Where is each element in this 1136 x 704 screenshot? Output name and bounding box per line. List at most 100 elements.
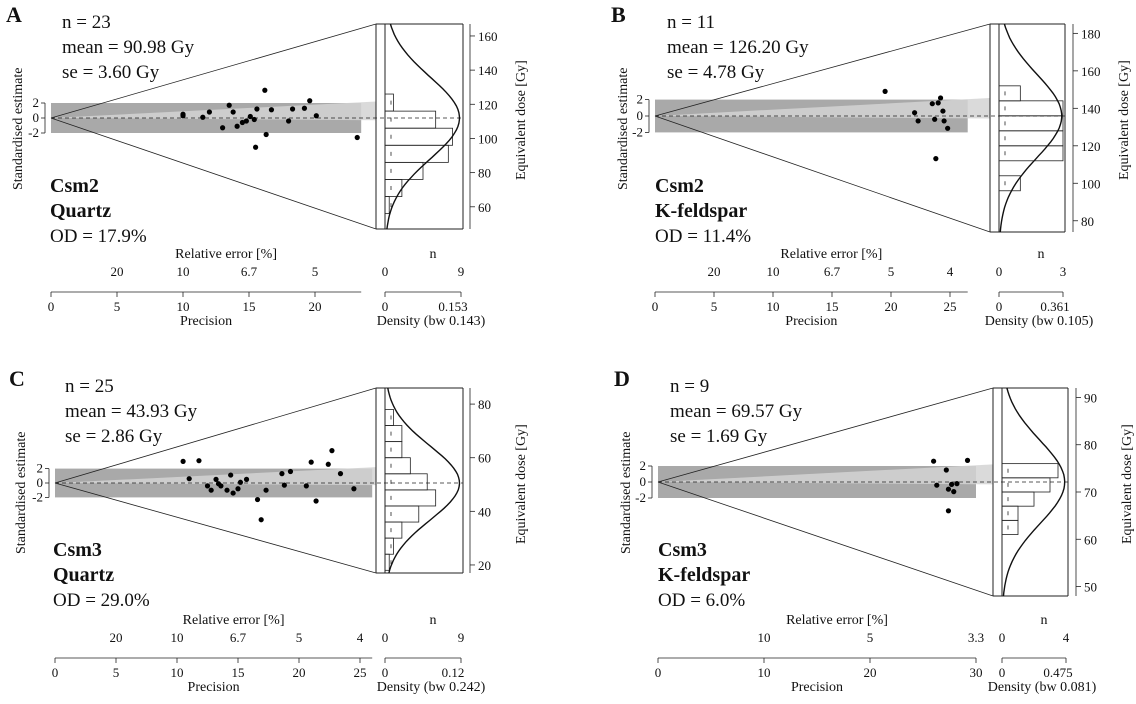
y-axis-label: Standardised estimate xyxy=(619,432,634,554)
data-point xyxy=(213,476,219,482)
data-point xyxy=(964,457,971,463)
data-point xyxy=(208,487,214,493)
dose-axis-label: Equivalent dose [Gy] xyxy=(1120,424,1135,544)
upper-wedge-line xyxy=(54,387,377,484)
dose-tick-label: 140 xyxy=(478,63,498,78)
precision-tick-label: 10 xyxy=(767,299,780,314)
y-tick-label: -2 xyxy=(632,124,643,139)
data-point xyxy=(237,479,244,485)
data-point xyxy=(235,486,241,492)
stat-n: n = 23 xyxy=(62,12,111,33)
dose-tick-label: 80 xyxy=(1081,214,1094,229)
data-point xyxy=(263,131,269,138)
data-point xyxy=(251,116,257,123)
stat-mean: mean = 43.93 Gy xyxy=(65,401,198,422)
dose-tick-label: 70 xyxy=(1084,485,1097,500)
relative-error-tick: 20 xyxy=(111,264,124,279)
data-point xyxy=(220,125,226,131)
data-point xyxy=(308,459,314,465)
data-point xyxy=(263,487,269,493)
data-point xyxy=(945,508,952,514)
data-point xyxy=(301,105,308,111)
data-point xyxy=(337,471,344,477)
precision-label: Precision xyxy=(791,680,843,695)
data-point xyxy=(254,496,261,503)
density-tick-label: 0.153 xyxy=(438,299,467,314)
n-axis-label: n xyxy=(430,613,437,628)
data-point xyxy=(932,116,938,122)
stat-mean: mean = 126.20 Gy xyxy=(667,37,809,58)
y-tick-label: 2 xyxy=(33,95,40,110)
relative-error-tick: 10 xyxy=(177,264,190,279)
histogram-bar xyxy=(384,196,390,215)
data-point xyxy=(912,110,918,116)
histogram-bar xyxy=(998,85,1021,102)
histogram-bar xyxy=(384,441,403,459)
lower-wedge-line xyxy=(54,482,377,574)
data-point xyxy=(945,125,951,131)
stat-n: n = 25 xyxy=(65,376,114,397)
data-point xyxy=(289,106,296,112)
mean-band xyxy=(51,101,376,121)
density-label: Density (bw 0.105) xyxy=(985,314,1094,329)
histogram-bar xyxy=(1001,519,1019,535)
histogram-bar xyxy=(998,100,1064,117)
data-point xyxy=(279,471,285,477)
data-point xyxy=(180,458,186,464)
data-point xyxy=(287,468,294,475)
data-point xyxy=(247,113,253,120)
histogram-bar xyxy=(1001,463,1059,479)
histogram-bar xyxy=(384,93,394,112)
data-point xyxy=(226,102,232,108)
precision-tick-label: 10 xyxy=(177,299,190,314)
dose-tick-label: 60 xyxy=(478,200,491,215)
data-point xyxy=(941,118,947,124)
precision-label: Precision xyxy=(785,314,837,329)
n-tick: 4 xyxy=(1063,630,1070,645)
data-point xyxy=(230,109,236,115)
relative-error-tick: 20 xyxy=(110,630,123,645)
relative-error-tick: 4 xyxy=(947,264,954,279)
n-axis-label: n xyxy=(430,247,437,262)
lower-wedge-line xyxy=(654,115,991,233)
histogram-bar xyxy=(384,457,411,475)
y-tick-label: 0 xyxy=(640,474,647,489)
density-tick-label: 0.361 xyxy=(1040,299,1069,314)
stat-n: n = 9 xyxy=(670,376,709,397)
relative-error-tick: 20 xyxy=(708,264,721,279)
n-tick: 0 xyxy=(382,630,389,645)
n-tick: 9 xyxy=(458,264,465,279)
density-curve xyxy=(387,387,461,574)
data-point xyxy=(937,95,944,101)
relative-error-tick: 6.7 xyxy=(824,264,841,279)
density-tick-label: 0 xyxy=(382,665,389,680)
data-point xyxy=(228,472,234,478)
histogram-bar xyxy=(384,127,453,146)
mean-band xyxy=(658,464,993,485)
histogram-bar xyxy=(384,110,437,129)
precision-tick-label: 0 xyxy=(655,665,662,680)
data-point xyxy=(935,100,941,106)
data-point xyxy=(204,483,211,489)
dose-tick-label: 120 xyxy=(1081,139,1101,154)
overdispersion: OD = 6.0% xyxy=(658,590,745,611)
relative-error-tick: 4 xyxy=(357,630,364,645)
y-tick-label: -2 xyxy=(28,125,39,140)
histogram-bar xyxy=(998,115,1064,132)
data-point xyxy=(954,481,960,487)
stat-mean: mean = 69.57 Gy xyxy=(670,401,803,422)
precision-tick-label: 25 xyxy=(944,299,957,314)
density-tick-label: 0 xyxy=(996,299,1003,314)
histogram-bar xyxy=(998,145,1064,162)
data-point xyxy=(313,498,319,504)
y-tick-label: 2 xyxy=(640,458,647,473)
relative-error-tick: 6.7 xyxy=(230,630,247,645)
stat-se: se = 1.69 Gy xyxy=(670,426,768,447)
relative-error-tick: 5 xyxy=(296,630,303,645)
precision-tick-label: 15 xyxy=(232,665,245,680)
y-axis-label: Standardised estimate xyxy=(14,432,29,554)
data-point xyxy=(254,106,260,112)
